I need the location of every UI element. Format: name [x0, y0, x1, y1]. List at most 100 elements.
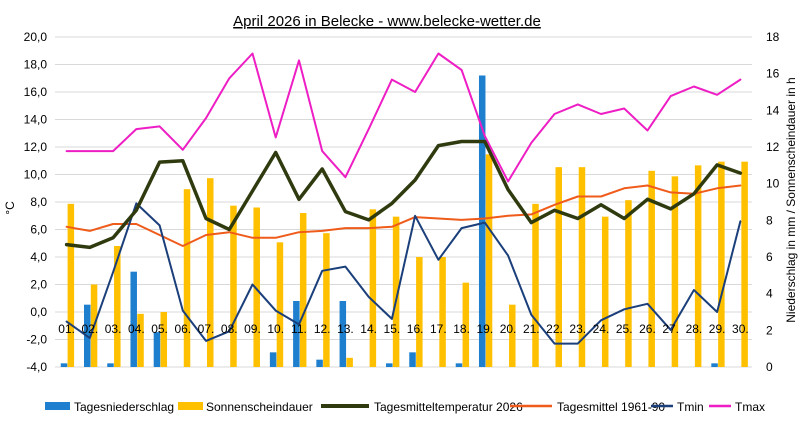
sunshine-bar — [741, 161, 748, 367]
y-tick-right: 14 — [766, 103, 780, 117]
x-tick: 02. — [82, 322, 99, 336]
sunshine-bar — [439, 257, 446, 367]
y-tick-left: -4,0 — [26, 360, 47, 374]
sunshine-bar — [67, 203, 75, 367]
sunshine-bar — [718, 161, 725, 367]
sunshine-bar — [230, 205, 237, 367]
precipitation-bar — [269, 352, 277, 367]
x-tick: 18. — [453, 322, 470, 336]
x-tick: 03. — [105, 322, 122, 336]
sunshine-bar — [462, 282, 470, 367]
precipitation-bar — [107, 363, 114, 367]
precipitation-bar — [711, 363, 718, 367]
legend-label: Tagesniederschlag — [74, 400, 174, 414]
x-tick: 04. — [128, 322, 145, 336]
y-tick-right: 4 — [766, 287, 773, 301]
x-tick: 06. — [174, 322, 191, 336]
y-tick-right: 8 — [766, 213, 773, 227]
sunshine-bar — [555, 167, 562, 367]
x-tick: 30. — [732, 322, 749, 336]
sunshine-bar — [392, 216, 400, 367]
precipitation-bar — [455, 363, 463, 367]
precipitation-bar — [409, 352, 416, 367]
sunshine-bar — [369, 209, 377, 367]
sunshine-bar — [276, 242, 284, 367]
right-axis-ticks: 0 2 4 6 8 10 12 14 16 18 — [766, 30, 780, 374]
precipitation-bar — [130, 271, 137, 367]
y-tick-right: 0 — [766, 360, 773, 374]
legend-label: Tagesmittel 1961-90 — [557, 400, 665, 414]
y-tick-left: 2,0 — [30, 278, 47, 292]
y-tick-left: 18,0 — [24, 58, 48, 72]
y-tick-left: 16,0 — [24, 85, 48, 99]
precipitation-bar — [316, 359, 323, 367]
sunshine-bar — [346, 357, 353, 367]
precipitation-bar — [386, 363, 393, 367]
left-axis-title: °C — [3, 201, 17, 215]
legend-label: Tmin — [677, 400, 704, 414]
left-axis-ticks: -4,0 -2,0 0,0 2,0 4,0 6,0 8,0 10,0 12,0 14,0 16,0 1… — [24, 30, 48, 374]
y-tick-right: 18 — [766, 30, 780, 44]
precipitation-bar — [293, 301, 300, 367]
y-tick-left: 12,0 — [24, 140, 48, 154]
x-tick: 15. — [384, 322, 401, 336]
x-tick: 20. — [500, 322, 517, 336]
sunshine-bar — [485, 154, 493, 367]
x-tick: 23. — [569, 322, 586, 336]
y-tick-left: 14,0 — [24, 113, 48, 127]
sunshine-bar — [160, 312, 168, 367]
sunshine-bar — [578, 167, 586, 367]
x-tick: 27. — [662, 322, 679, 336]
y-tick-left: 10,0 — [24, 168, 48, 182]
x-tick: 09. — [244, 322, 261, 336]
sunshine-bar — [601, 216, 609, 367]
sunshine-bar — [694, 165, 702, 367]
x-tick: 01. — [58, 322, 75, 336]
precipitation-bar — [60, 363, 68, 367]
x-tick: 10. — [267, 322, 284, 336]
x-axis-ticks: 01. 02. 03. 04. 05. 06. 07. 08. 09. 10. 11. 12. 13. 1… — [58, 322, 748, 336]
x-tick: 29. — [709, 322, 726, 336]
x-tick: 22. — [546, 322, 563, 336]
line-series — [64, 52, 743, 345]
y-tick-left: 20,0 — [24, 30, 48, 44]
x-tick: 16. — [407, 322, 424, 336]
right-axis-title: Niederschlag in mm / Sonnenscheindauer i… — [784, 77, 798, 322]
chart-title: April 2026 in Belecke - www.belecke-wett… — [233, 13, 541, 30]
series-line-tmin — [65, 202, 742, 345]
x-tick: 25. — [616, 322, 633, 336]
sunshine-bar — [206, 178, 214, 367]
legend-label: Sonnenscheindauer — [206, 400, 313, 414]
sunshine-bar — [416, 257, 423, 367]
y-tick-right: 16 — [766, 67, 780, 81]
series-line-tagesmittel-1961-90 — [65, 184, 742, 247]
legend-swatch — [45, 402, 70, 410]
y-tick-right: 10 — [766, 177, 780, 191]
y-tick-right: 6 — [766, 250, 773, 264]
sunshine-bar — [137, 313, 144, 367]
sunshine-bar — [625, 200, 632, 367]
sunshine-bar — [183, 189, 191, 367]
x-tick: 28. — [686, 322, 703, 336]
x-tick: 19. — [476, 322, 493, 336]
legend-swatch — [178, 402, 203, 410]
y-tick-left: 0,0 — [30, 305, 47, 319]
sunshine-bar — [323, 233, 330, 367]
x-tick: 14. — [360, 322, 377, 336]
x-tick: 11. — [291, 322, 307, 336]
sunshine-bar — [532, 203, 539, 367]
x-tick: 26. — [639, 322, 656, 336]
sunshine-bar — [299, 213, 307, 367]
y-tick-right: 12 — [766, 140, 780, 154]
y-tick-right: 2 — [766, 323, 773, 337]
y-tick-left: 8,0 — [30, 195, 47, 209]
legend: Tagesniederschlag Sonnenscheindauer Tagesm… — [45, 400, 765, 414]
x-tick: 05. — [151, 322, 168, 336]
series-line-tmax — [65, 52, 742, 183]
precipitation-bar — [339, 301, 347, 367]
series-line-tagesmitteltemperatur-2026 — [64, 139, 743, 250]
x-tick: 21. — [523, 322, 540, 336]
x-tick: 08. — [221, 322, 238, 336]
legend-label: Tagesmitteltemperatur 2026 — [374, 400, 523, 414]
